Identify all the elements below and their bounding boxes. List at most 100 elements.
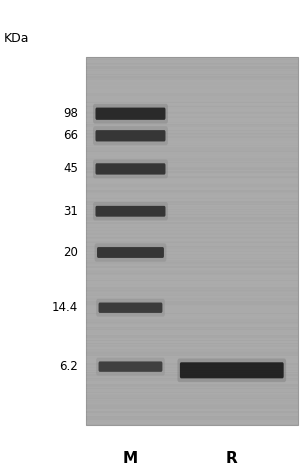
Bar [86,416,298,417]
Bar [86,189,298,190]
Bar [86,155,298,156]
Bar [86,244,298,245]
Bar [86,195,298,196]
Bar [86,288,298,290]
Bar [86,353,298,354]
Bar [86,152,298,153]
Bar [86,167,298,169]
Bar [86,276,298,278]
Bar [86,83,298,84]
Bar [86,133,298,134]
FancyBboxPatch shape [180,362,284,379]
Bar [86,294,298,295]
Bar [86,295,298,296]
Bar [86,298,298,300]
Bar [86,378,298,379]
Bar [86,206,298,208]
Bar [86,175,298,176]
Bar [86,93,298,95]
Bar [86,319,298,320]
Text: KDa: KDa [4,32,30,45]
Bar [86,339,298,340]
Bar [86,208,298,209]
Bar [86,64,298,65]
Bar [86,265,298,267]
Bar [86,185,298,187]
Bar [86,421,298,422]
Bar [86,384,298,386]
Bar [86,302,298,303]
Bar [86,383,298,384]
Bar [86,377,298,378]
Bar [86,243,298,244]
Bar [86,344,298,345]
Bar [86,231,298,232]
Bar [86,214,298,215]
Bar [86,85,298,86]
Bar [86,60,298,61]
Bar [86,239,298,241]
Bar [86,306,298,307]
Bar [86,420,298,421]
Bar [86,408,298,409]
Bar [86,114,298,116]
Bar [86,136,298,138]
Bar [86,415,298,416]
Bar [86,414,298,415]
Bar [86,124,298,126]
Bar [86,337,298,339]
Bar [86,403,298,404]
Bar [86,202,298,204]
Bar [86,172,298,173]
Bar [86,219,298,220]
Bar [86,141,298,143]
Bar [86,252,298,253]
Bar [86,138,298,139]
Bar [86,181,298,182]
FancyBboxPatch shape [177,359,286,382]
Bar [86,368,298,370]
Bar [86,376,298,377]
Bar [86,290,298,291]
Bar [86,267,298,268]
Bar [86,200,298,202]
Bar [86,271,298,273]
Bar [86,351,298,353]
Bar [86,253,298,254]
Bar [86,322,298,323]
Bar [86,413,298,414]
Bar [86,232,298,233]
Bar [86,406,298,408]
Bar [86,357,298,359]
Bar [86,84,298,85]
Text: 6.2: 6.2 [60,360,78,373]
Bar [86,220,298,221]
Bar [86,179,298,181]
Bar [86,80,298,81]
Bar [86,362,298,363]
Bar [86,282,298,284]
Bar [86,86,298,87]
Text: 66: 66 [63,129,78,142]
Bar [86,396,298,398]
Bar [86,320,298,322]
Bar [86,317,298,318]
Bar [86,59,298,60]
Bar [86,153,298,155]
Bar [86,268,298,269]
Bar [86,356,298,357]
Bar [86,188,298,189]
Bar [86,405,298,406]
Bar [86,173,298,175]
Bar [86,388,298,389]
Bar [86,341,298,343]
FancyBboxPatch shape [93,202,168,220]
Bar [86,193,298,194]
Bar [86,291,298,292]
Bar [86,303,298,304]
Bar [86,379,298,380]
Bar [86,333,298,334]
Bar [86,128,298,129]
Bar [86,280,298,281]
Bar [86,106,298,107]
